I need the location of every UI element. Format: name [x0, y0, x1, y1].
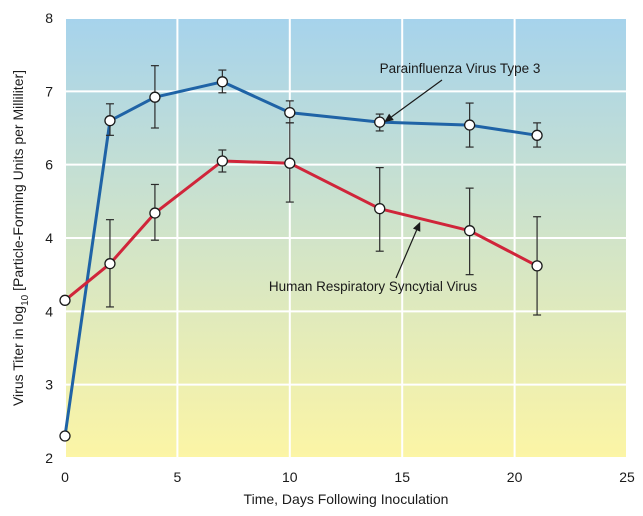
data-point	[463, 119, 476, 131]
x-tick-label: 15	[394, 469, 410, 485]
data-point	[284, 106, 296, 119]
grid-lines	[64, 17, 628, 459]
data-point	[149, 91, 161, 103]
series-line	[63, 80, 539, 438]
y-tick-label: 4	[45, 230, 53, 246]
x-tick-label: 5	[174, 469, 182, 485]
y-axis-title-main: Virus Titer in log	[10, 306, 26, 406]
y-tick-label: 8	[45, 10, 53, 26]
y-axis-title-rest: [Particle-Forming Units per Milliliter]	[10, 70, 26, 295]
data-point	[59, 430, 71, 442]
annotation-arrow-head	[384, 113, 394, 123]
annotation-arrow-head	[412, 221, 421, 232]
x-axis-tick-labels: 0 5 10 15 20 25	[61, 469, 635, 485]
annotation-human-respiratory-syncytial-virus: Human Respiratory Syncytial Virus	[269, 221, 478, 294]
data-point	[216, 155, 229, 167]
data-point	[104, 115, 116, 127]
series-parainfluenza-virus-type-3	[59, 65, 543, 442]
data-point	[284, 157, 296, 169]
x-axis-title: Time, Days Following Inoculation	[244, 491, 449, 507]
y-tick-label: 2	[45, 450, 53, 466]
data-point	[104, 258, 116, 270]
x-tick-label: 25	[619, 469, 635, 485]
series-human-respiratory-syncytial-virus	[59, 122, 543, 316]
annotation-label: Parainfluenza Virus Type 3	[380, 61, 541, 76]
annotation-arrow-line	[395, 229, 418, 279]
annotations: Parainfluenza Virus Type 3 Human Respirat…	[269, 61, 541, 294]
annotation-label: Human Respiratory Syncytial Virus	[269, 279, 478, 294]
data-point	[531, 129, 543, 141]
annotation-arrow-line	[391, 79, 443, 118]
data-point	[149, 207, 161, 219]
data-point	[463, 225, 476, 237]
y-axis-title-subscript: 10	[20, 294, 31, 306]
y-axis-title: Virus Titer in log10 [Particle-Forming U…	[10, 70, 31, 406]
x-tick-label: 20	[507, 469, 523, 485]
data-point	[59, 294, 71, 306]
data-point	[374, 203, 386, 215]
data-series	[59, 65, 543, 442]
data-point	[374, 116, 386, 128]
y-axis-tick-labels: 2 3 4 4 6 7 8	[45, 10, 53, 466]
x-tick-label: 10	[282, 469, 298, 485]
x-tick-label: 0	[61, 469, 69, 485]
y-tick-label: 7	[45, 83, 53, 99]
series-line	[63, 159, 539, 302]
data-point	[531, 260, 543, 272]
y-tick-label: 4	[45, 303, 53, 319]
data-point	[216, 76, 229, 88]
annotation-parainfluenza-virus-type-3: Parainfluenza Virus Type 3	[380, 61, 541, 123]
y-tick-label: 3	[45, 377, 53, 393]
y-tick-label: 6	[45, 157, 53, 173]
